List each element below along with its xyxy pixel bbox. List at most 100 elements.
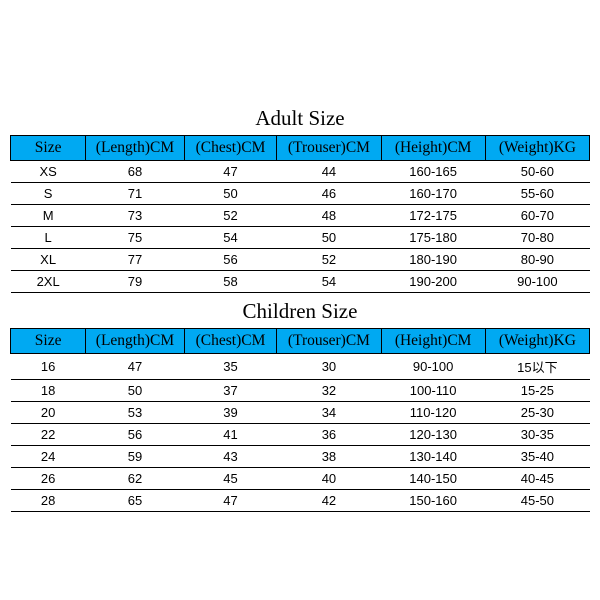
children-size-table: Size (Length)CM (Chest)CM (Trouser)CM (H… (10, 328, 590, 512)
table-header-row: Size (Length)CM (Chest)CM (Trouser)CM (H… (11, 329, 590, 354)
table-row: XS684744160-16550-60 (11, 161, 590, 183)
table-cell: 160-170 (381, 183, 485, 205)
table-cell: 52 (184, 205, 277, 227)
table-cell: 100-110 (381, 380, 485, 402)
table-cell: 40 (277, 468, 381, 490)
table-cell: 39 (184, 402, 277, 424)
table-cell: 26 (11, 468, 86, 490)
col-length: (Length)CM (86, 329, 184, 354)
table-cell: 77 (86, 249, 184, 271)
table-row: 22564136120-13030-35 (11, 424, 590, 446)
table-cell: 37 (184, 380, 277, 402)
table-cell: 34 (277, 402, 381, 424)
table-cell: 79 (86, 271, 184, 293)
col-weight: (Weight)KG (485, 136, 589, 161)
table-cell: 58 (184, 271, 277, 293)
table-cell: 32 (277, 380, 381, 402)
table-cell: 53 (86, 402, 184, 424)
table-cell: 175-180 (381, 227, 485, 249)
table-row: 1647353090-10015以下 (11, 354, 590, 380)
table-row: XL775652180-19080-90 (11, 249, 590, 271)
table-cell: 80-90 (485, 249, 589, 271)
table-cell: 190-200 (381, 271, 485, 293)
table-cell: 28 (11, 490, 86, 512)
table-cell: 20 (11, 402, 86, 424)
table-cell: 73 (86, 205, 184, 227)
table-cell: L (11, 227, 86, 249)
table-cell: 45 (184, 468, 277, 490)
table-cell: 68 (86, 161, 184, 183)
table-cell: 30 (277, 354, 381, 380)
table-cell: 35-40 (485, 446, 589, 468)
table-row: 24594338130-14035-40 (11, 446, 590, 468)
table-cell: 54 (184, 227, 277, 249)
table-cell: S (11, 183, 86, 205)
table-cell: 55-60 (485, 183, 589, 205)
table-cell: 25-30 (485, 402, 589, 424)
table-row: 18503732100-11015-25 (11, 380, 590, 402)
col-chest: (Chest)CM (184, 136, 277, 161)
table-cell: 15-25 (485, 380, 589, 402)
table-cell: XS (11, 161, 86, 183)
col-trouser: (Trouser)CM (277, 136, 381, 161)
table-cell: 54 (277, 271, 381, 293)
table-cell: 42 (277, 490, 381, 512)
table-row: S715046160-17055-60 (11, 183, 590, 205)
table-cell: 130-140 (381, 446, 485, 468)
table-cell: 47 (184, 161, 277, 183)
table-cell: 22 (11, 424, 86, 446)
table-cell: 38 (277, 446, 381, 468)
table-cell: 50 (184, 183, 277, 205)
table-row: 2XL795854190-20090-100 (11, 271, 590, 293)
table-cell: 160-165 (381, 161, 485, 183)
table-cell: 70-80 (485, 227, 589, 249)
table-cell: 150-160 (381, 490, 485, 512)
table-cell: 43 (184, 446, 277, 468)
col-size: Size (11, 329, 86, 354)
table-row: 20533934110-12025-30 (11, 402, 590, 424)
table-cell: 60-70 (485, 205, 589, 227)
col-length: (Length)CM (86, 136, 184, 161)
table-cell: 50-60 (485, 161, 589, 183)
table-cell: 180-190 (381, 249, 485, 271)
adult-size-title: Adult Size (10, 100, 590, 135)
table-cell: M (11, 205, 86, 227)
table-cell: 172-175 (381, 205, 485, 227)
adult-size-table: Size (Length)CM (Chest)CM (Trouser)CM (H… (10, 135, 590, 293)
table-cell: 75 (86, 227, 184, 249)
table-cell: 46 (277, 183, 381, 205)
table-cell: 110-120 (381, 402, 485, 424)
table-cell: 18 (11, 380, 86, 402)
col-chest: (Chest)CM (184, 329, 277, 354)
table-cell: 140-150 (381, 468, 485, 490)
children-size-title: Children Size (10, 293, 590, 328)
table-cell: 50 (277, 227, 381, 249)
table-header-row: Size (Length)CM (Chest)CM (Trouser)CM (H… (11, 136, 590, 161)
col-height: (Height)CM (381, 329, 485, 354)
table-cell: 62 (86, 468, 184, 490)
col-size: Size (11, 136, 86, 161)
table-cell: 90-100 (381, 354, 485, 380)
table-cell: 120-130 (381, 424, 485, 446)
table-cell: 59 (86, 446, 184, 468)
table-cell: 15以下 (485, 354, 589, 380)
table-cell: 56 (86, 424, 184, 446)
table-row: 28654742150-16045-50 (11, 490, 590, 512)
table-row: L755450175-18070-80 (11, 227, 590, 249)
table-cell: 36 (277, 424, 381, 446)
table-cell: 90-100 (485, 271, 589, 293)
col-trouser: (Trouser)CM (277, 329, 381, 354)
table-row: M735248172-17560-70 (11, 205, 590, 227)
col-weight: (Weight)KG (485, 329, 589, 354)
table-row: 26624540140-15040-45 (11, 468, 590, 490)
table-cell: 40-45 (485, 468, 589, 490)
table-cell: 52 (277, 249, 381, 271)
table-cell: 48 (277, 205, 381, 227)
table-cell: 45-50 (485, 490, 589, 512)
table-cell: 47 (184, 490, 277, 512)
table-cell: 16 (11, 354, 86, 380)
table-cell: 2XL (11, 271, 86, 293)
table-cell: 71 (86, 183, 184, 205)
table-cell: XL (11, 249, 86, 271)
table-cell: 41 (184, 424, 277, 446)
